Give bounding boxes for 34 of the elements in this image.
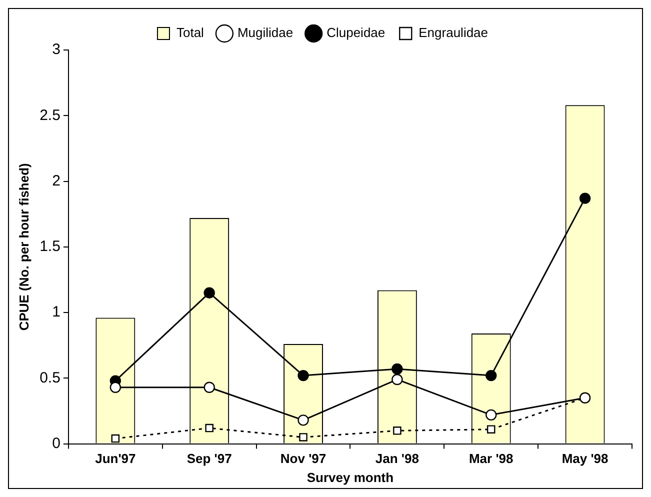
x-tick-label: Nov '97 [280, 451, 326, 466]
point [392, 363, 403, 375]
x-tick-label: Mar '98 [468, 451, 514, 466]
x-tick-label: Jun'97 [95, 451, 136, 466]
x-axis-title: Survey month [306, 470, 394, 485]
legend-label: Mugilidae [237, 25, 294, 40]
point [204, 287, 215, 298]
legend-label: Engraulidae [418, 25, 488, 40]
point [486, 425, 496, 434]
y-tick-label: 2 [52, 172, 60, 190]
x-tick-label: Sep '97 [186, 451, 232, 466]
legend-label: Clupeidae [326, 25, 386, 40]
y-tick-label: 1 [52, 304, 60, 321]
y-tick-label: 3 [52, 41, 60, 58]
point [486, 370, 497, 382]
y-tick-label: 2.5 [40, 106, 60, 124]
point [393, 426, 402, 435]
point [299, 433, 308, 442]
x-tick-label: Jan '98 [375, 451, 419, 466]
y-tick-label: 1.5 [40, 238, 60, 256]
y-tick-label: 0 [52, 434, 60, 452]
point [205, 424, 214, 432]
x-tick-label: May '98 [562, 451, 608, 466]
point [392, 374, 403, 386]
point [110, 382, 122, 393]
point [111, 434, 120, 443]
y-axis-title: CPUE (No. per hour fished) [16, 163, 32, 331]
point [298, 414, 309, 426]
point [579, 192, 591, 204]
legend-label: Total [176, 25, 204, 40]
y-tick-label: 0.5 [40, 369, 60, 386]
point [204, 382, 215, 393]
point [486, 409, 497, 421]
point [298, 370, 309, 382]
